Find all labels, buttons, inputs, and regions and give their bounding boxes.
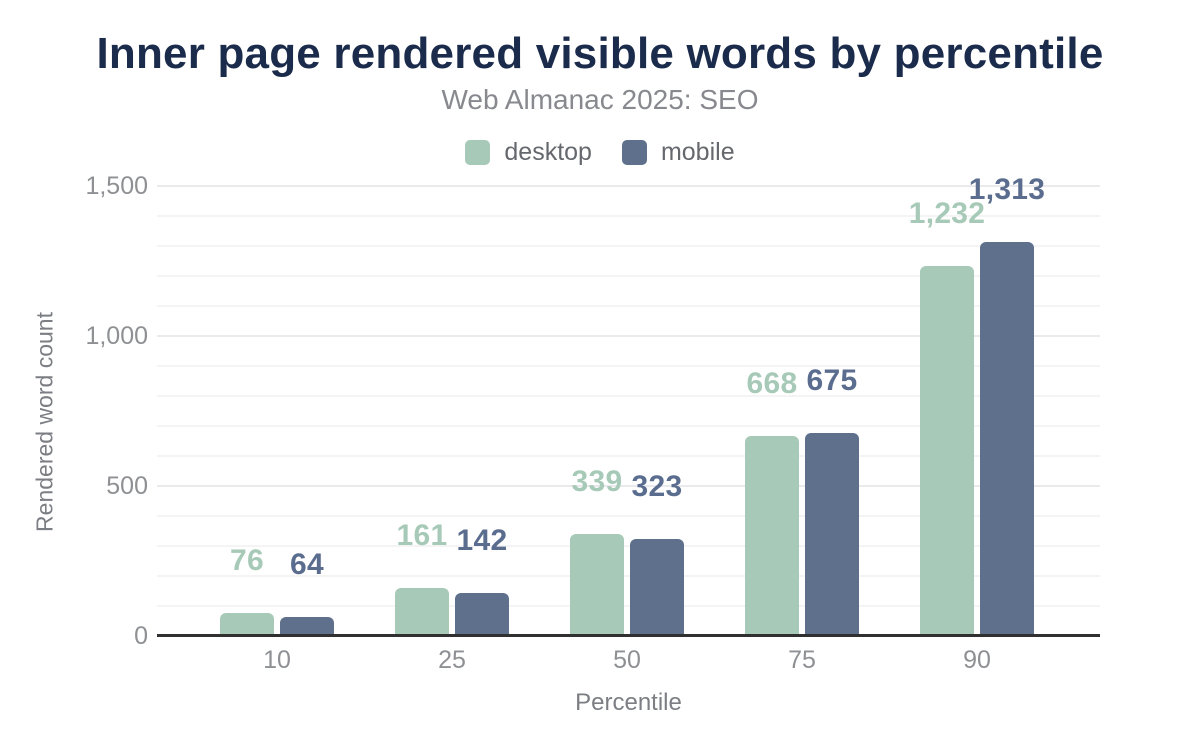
legend-label: desktop bbox=[504, 137, 592, 166]
gridline-minor bbox=[157, 515, 1100, 517]
value-label-desktop-p90: 1,232 bbox=[908, 197, 986, 230]
value-label-desktop-p10: 76 bbox=[230, 544, 264, 577]
y-tick-label: 1,000 bbox=[85, 322, 148, 350]
y-tick-label: 1,500 bbox=[85, 172, 148, 200]
gridline-minor bbox=[157, 365, 1100, 367]
gridline-minor bbox=[157, 425, 1100, 427]
gridline-minor bbox=[157, 605, 1100, 607]
gridline-minor bbox=[157, 395, 1100, 397]
bar-mobile-p25 bbox=[455, 593, 509, 636]
bar-desktop-p90 bbox=[920, 266, 974, 636]
x-tick-label: 25 bbox=[438, 646, 466, 674]
bar-mobile-p90 bbox=[980, 242, 1034, 636]
gridline-minor bbox=[157, 455, 1100, 457]
gridline-minor bbox=[157, 275, 1100, 277]
bar-mobile-p10 bbox=[280, 617, 334, 636]
bar-desktop-p25 bbox=[395, 588, 449, 636]
chart-subtitle: Web Almanac 2025: SEO bbox=[441, 84, 759, 115]
chart-title: Inner page rendered visible words by per… bbox=[96, 29, 1104, 78]
gridline-major bbox=[157, 185, 1100, 187]
y-tick-label: 0 bbox=[134, 622, 148, 650]
gridline-minor bbox=[157, 245, 1100, 247]
x-tick-label: 10 bbox=[263, 646, 291, 674]
x-axis-title: Percentile bbox=[575, 689, 682, 716]
legend-item-mobile[interactable]: mobile bbox=[621, 137, 735, 167]
legend-swatch-icon bbox=[621, 139, 647, 165]
value-label-desktop-p25: 161 bbox=[396, 519, 448, 552]
gridline-minor bbox=[157, 305, 1100, 307]
value-label-mobile-p10: 64 bbox=[290, 548, 324, 581]
gridline-minor bbox=[157, 545, 1100, 547]
value-label-mobile-p75: 675 bbox=[806, 364, 858, 397]
value-label-mobile-p90: 1,313 bbox=[968, 173, 1046, 206]
gridline-minor bbox=[157, 575, 1100, 577]
gridline-major bbox=[157, 335, 1100, 337]
x-tick-label: 50 bbox=[613, 646, 641, 674]
legend-swatch-icon bbox=[465, 139, 491, 165]
x-tick-label: 90 bbox=[963, 646, 991, 674]
x-axis-line bbox=[157, 634, 1100, 637]
legend-label: mobile bbox=[660, 137, 735, 166]
x-tick-label: 75 bbox=[788, 646, 816, 674]
legend-item-desktop[interactable]: desktop bbox=[465, 138, 592, 167]
bar-desktop-p75 bbox=[745, 436, 799, 636]
y-tick-label: 500 bbox=[106, 472, 148, 500]
value-label-mobile-p25: 142 bbox=[456, 524, 508, 557]
value-label-desktop-p75: 668 bbox=[746, 367, 798, 400]
bar-desktop-p10 bbox=[220, 613, 274, 636]
value-label-mobile-p50: 323 bbox=[631, 470, 683, 503]
value-label-desktop-p50: 339 bbox=[571, 465, 623, 498]
bar-desktop-p50 bbox=[570, 534, 624, 636]
gridline-major bbox=[157, 485, 1100, 487]
bar-mobile-p50 bbox=[630, 539, 684, 636]
gridline-minor bbox=[157, 215, 1100, 217]
y-axis-title: Rendered word count bbox=[31, 312, 58, 532]
bar-mobile-p75 bbox=[805, 433, 859, 636]
legend: desktop mobile bbox=[0, 137, 1200, 167]
